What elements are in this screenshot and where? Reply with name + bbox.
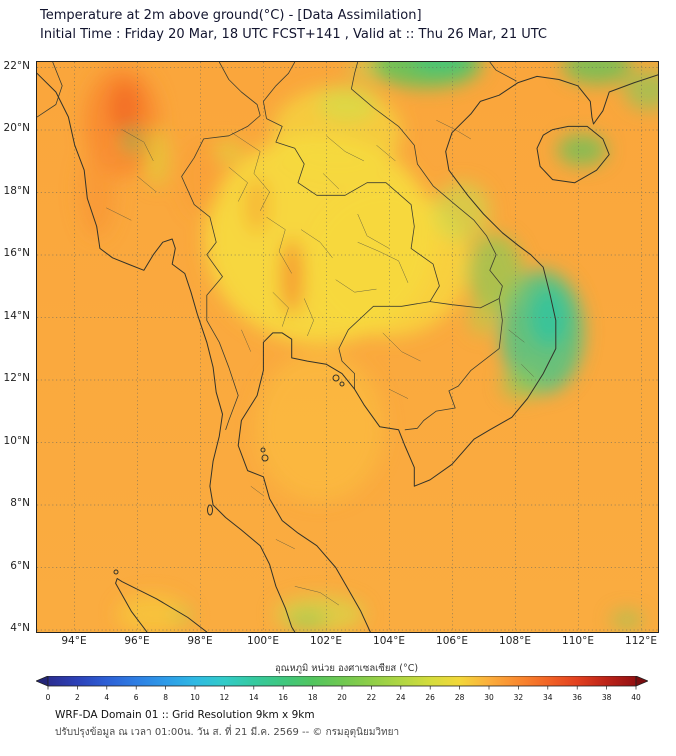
country-borders — [37, 62, 517, 431]
colorbar-tick-labels: 0 2 4 6 8 10 12 14 16 18 20 22 24 26 28 … — [45, 693, 641, 703]
y-tick-label: 6°N — [10, 559, 30, 572]
temperature-blobs — [79, 62, 658, 632]
footer-model-info: WRF-DA Domain 01 :: Grid Resolution 9km … — [55, 709, 315, 721]
colorbar-left-arrow — [34, 675, 49, 687]
y-tick-label: 18°N — [3, 184, 30, 197]
y-axis-labels: 22°N 20°N 18°N 16°N 14°N 12°N 10°N 8°N 6… — [0, 60, 32, 635]
y-tick-label: 22°N — [3, 60, 30, 72]
colorbar-tick-label: 36 — [572, 693, 582, 702]
x-tick-label: 104°E — [373, 635, 405, 647]
colorbar-tick-label: 10 — [190, 693, 200, 702]
colorbar-tick-label: 20 — [337, 693, 347, 702]
x-tick-label: 96°E — [124, 635, 150, 647]
colorbar-right-arrow — [635, 675, 650, 687]
colorbar-title: อุณหภูมิ หน่วย องศาเซลเซียส (°C) — [274, 663, 419, 674]
colorbar-tick-label: 38 — [601, 693, 612, 702]
graticule — [37, 62, 658, 632]
colorbar-tick-label: 40 — [631, 693, 641, 702]
y-tick-label: 20°N — [3, 122, 30, 135]
y-tick-label: 14°N — [3, 309, 30, 322]
x-tick-label: 102°E — [310, 635, 342, 647]
colorbar-tick-label: 30 — [484, 693, 494, 702]
x-tick-label: 106°E — [436, 635, 468, 647]
x-tick-label: 108°E — [499, 635, 531, 647]
colorbar-tick-label: 14 — [249, 693, 259, 702]
plot-header: Temperature at 2m above ground(°C) - [Da… — [40, 6, 547, 44]
coastline — [37, 72, 658, 632]
y-tick-label: 12°N — [3, 372, 30, 385]
x-tick-label: 110°E — [562, 635, 594, 647]
page-subtitle: Initial Time : Friday 20 Mar, 18 UTC FCS… — [40, 27, 547, 42]
y-tick-label: 4°N — [10, 621, 30, 634]
colorbar-tick-label: 26 — [425, 693, 435, 702]
temperature-map — [36, 61, 659, 633]
y-tick-label: 10°N — [3, 434, 30, 447]
colorbar-tick-label: 34 — [543, 693, 553, 702]
footer-update-info: ปรับปรุงข้อมูล ณ เวลา 01:00น. วัน ส. ที่… — [55, 727, 400, 738]
x-tick-label: 112°E — [625, 635, 657, 647]
colorbar-gradient — [47, 675, 637, 687]
page-title: Temperature at 2m above ground(°C) - [Da… — [40, 8, 422, 23]
temperature-field-svg — [37, 62, 658, 632]
colorbar-tick-label: 8 — [163, 693, 168, 702]
colorbar-tick-label: 2 — [75, 693, 80, 702]
x-tick-label: 98°E — [187, 635, 213, 647]
colorbar-tick-label: 4 — [104, 693, 110, 702]
colorbar-tick-label: 12 — [219, 693, 230, 702]
y-tick-label: 8°N — [10, 497, 30, 510]
colorbar-tick-label: 22 — [366, 693, 377, 702]
colorbar-svg — [34, 675, 650, 690]
colorbar-tick-marks — [47, 686, 637, 690]
colorbar-tick-label: 28 — [454, 693, 465, 702]
province-boundaries — [106, 119, 534, 606]
colorbar-tick-label: 0 — [45, 693, 51, 702]
colorbar-tick-label: 16 — [278, 693, 288, 702]
colorbar-tick-label: 6 — [133, 693, 139, 702]
x-axis-labels: 94°E 96°E 98°E 100°E 102°E 104°E 106°E 1… — [54, 635, 661, 647]
colorbar — [34, 675, 650, 696]
x-tick-label: 100°E — [247, 635, 279, 647]
colorbar-tick-label: 18 — [307, 693, 318, 702]
y-tick-label: 16°N — [3, 247, 30, 260]
colorbar-tick-label: 32 — [513, 693, 524, 702]
colorbar-tick-label: 24 — [396, 693, 406, 702]
x-tick-label: 94°E — [61, 635, 87, 647]
